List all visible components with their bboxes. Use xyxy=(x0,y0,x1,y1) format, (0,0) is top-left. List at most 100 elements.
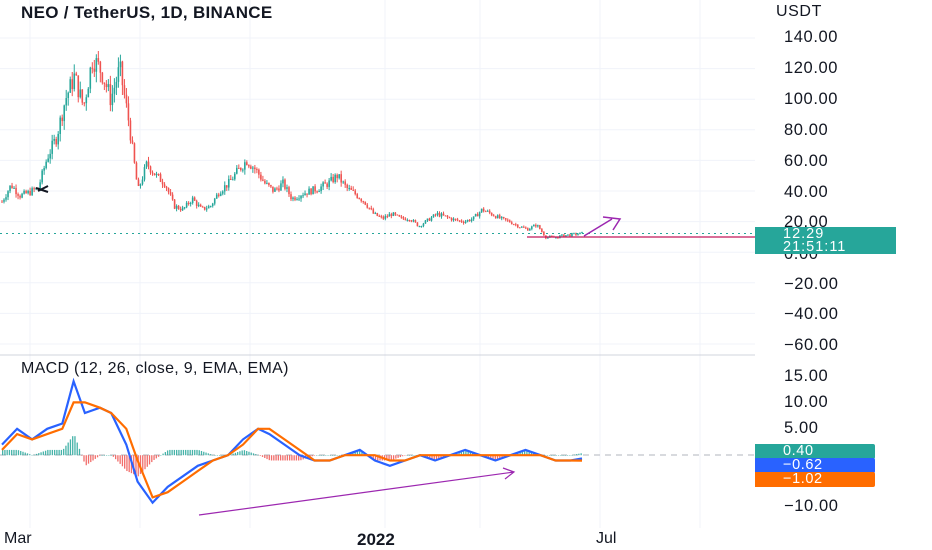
histogram-bar xyxy=(426,455,429,458)
candle-body xyxy=(49,153,51,159)
candle-body xyxy=(520,226,523,228)
candle-body xyxy=(398,215,401,217)
divergence-arrow-drawing[interactable] xyxy=(198,467,516,516)
candle-body xyxy=(342,181,344,183)
histogram-bar xyxy=(331,455,334,456)
time-axis-label: 2022 xyxy=(357,530,395,549)
candle-body xyxy=(440,213,443,217)
candle-body xyxy=(169,192,172,195)
macd-indicator-title[interactable]: MACD (12, 26, close, 9, EMA, EMA) xyxy=(21,360,289,377)
candle-body xyxy=(458,220,461,222)
candle-body xyxy=(15,187,17,195)
candle-body xyxy=(109,84,112,106)
histogram-bar xyxy=(440,455,442,459)
candle-body xyxy=(211,203,214,207)
histogram-bar xyxy=(322,455,325,456)
candle-body xyxy=(229,178,232,180)
candle-body xyxy=(470,219,473,222)
histogram-bar xyxy=(205,452,207,456)
candle-body xyxy=(390,214,393,216)
last-price-tag: 12.29 21:51:11 xyxy=(755,227,896,254)
histogram-bar xyxy=(200,450,203,456)
price-axis-label: −40.00 xyxy=(784,305,839,323)
chart-grid xyxy=(0,0,755,528)
candle-body xyxy=(334,174,336,183)
histogram-bar xyxy=(164,452,167,456)
time-axis-label: Jul xyxy=(596,530,617,547)
candle-body xyxy=(11,185,13,189)
candle-body xyxy=(103,82,106,84)
histogram-bar xyxy=(74,436,76,456)
candle-body xyxy=(143,167,146,180)
histogram-bar xyxy=(408,455,411,456)
histogram-bar xyxy=(255,454,257,456)
candle-body xyxy=(537,225,539,227)
histogram-bar xyxy=(564,455,566,456)
histogram-bar xyxy=(135,455,137,476)
histogram-bar xyxy=(13,449,15,456)
candle-body xyxy=(539,225,541,230)
candle-body xyxy=(262,179,264,181)
histogram-bar xyxy=(288,455,291,461)
histogram-bar xyxy=(492,455,494,460)
candle-body xyxy=(318,191,320,193)
candle-body xyxy=(492,215,495,217)
candle-body xyxy=(535,224,537,227)
histogram-bar xyxy=(92,455,94,461)
candle-body xyxy=(358,197,361,199)
histogram-bar xyxy=(169,449,171,456)
candle-body xyxy=(99,61,102,73)
candle-body xyxy=(402,217,405,219)
candle-body xyxy=(272,186,274,192)
candle-body xyxy=(43,168,45,171)
histogram-bar xyxy=(78,448,81,456)
candle-body xyxy=(478,212,481,217)
histogram-bar xyxy=(22,451,24,456)
price-axis-label: 120.00 xyxy=(784,59,839,77)
histogram-bar xyxy=(553,455,555,456)
candle-body xyxy=(65,98,68,106)
candle-body xyxy=(512,224,515,226)
chart-title: NEO / TetherUS, 1D, BINANCE xyxy=(21,3,273,22)
histogram-bar xyxy=(295,455,298,461)
candle-body xyxy=(81,89,84,103)
candle-body xyxy=(183,207,186,209)
histogram-bar xyxy=(191,449,194,456)
candle-body xyxy=(406,220,409,222)
candle-body xyxy=(454,218,457,220)
histogram-bar xyxy=(137,455,139,477)
up-arrow-drawing[interactable] xyxy=(583,216,622,237)
candle-body xyxy=(51,140,53,154)
histogram-bar xyxy=(359,450,361,456)
histogram-bar xyxy=(413,455,415,456)
candle-body xyxy=(171,194,174,200)
candle-body xyxy=(286,187,288,189)
histogram-bar xyxy=(361,450,363,456)
histogram-bar xyxy=(139,455,142,474)
histogram-bar xyxy=(148,455,151,465)
candle-body xyxy=(139,184,142,186)
candle-body xyxy=(67,92,70,99)
candle-body xyxy=(338,174,340,179)
candle-body xyxy=(113,87,116,94)
histogram-bar xyxy=(65,445,67,456)
candle-body xyxy=(300,195,302,199)
price-axis-label: 20.00 xyxy=(784,213,829,231)
candle-body xyxy=(161,181,164,185)
histogram-bar xyxy=(286,455,289,461)
histogram-bar xyxy=(490,455,492,459)
histogram-bar xyxy=(406,455,408,456)
candle-body xyxy=(408,220,411,222)
histogram-bar xyxy=(180,449,182,456)
candle-body xyxy=(472,216,475,220)
candle-body xyxy=(157,173,160,175)
candle-body xyxy=(502,217,505,219)
histogram-bar xyxy=(81,455,83,456)
histogram-bar xyxy=(151,455,153,463)
histogram-bar xyxy=(85,455,87,466)
histogram-bar xyxy=(126,455,128,472)
histogram-bar xyxy=(87,455,90,464)
candle-body xyxy=(173,199,176,209)
histogram-bar xyxy=(517,452,519,456)
